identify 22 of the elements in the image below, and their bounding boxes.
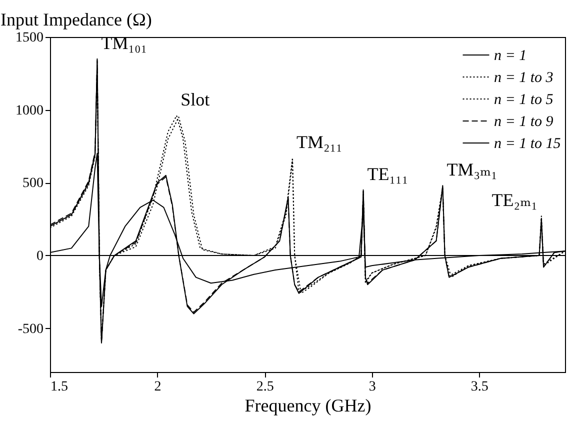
x-tick-label: 2.5 <box>256 380 274 394</box>
annotation: TM₂₁₁ <box>296 132 342 152</box>
annotation: TE₂ₘ₁ <box>492 190 538 210</box>
legend-label: n = 1 to 15 <box>494 136 562 152</box>
x-tick-label: 1.5 <box>50 380 68 394</box>
annotation: Slot <box>180 90 210 110</box>
x-tick-label: 3.5 <box>470 380 488 394</box>
y-tick-label: 500 <box>22 176 44 192</box>
legend-label: n = 1 to 9 <box>494 114 554 130</box>
y-tick-label: 1000 <box>16 103 44 118</box>
y-tick-label: 1500 <box>16 30 44 46</box>
x-axis-title: Frequency (GHz) <box>244 396 372 416</box>
legend-label: n = 1 to 3 <box>494 70 554 86</box>
annotation: TM₃ₘ₁ <box>446 160 498 180</box>
legend-label: n = 1 to 5 <box>494 92 554 108</box>
x-tick-label: 2 <box>154 380 162 394</box>
y-tick-label: 0 <box>36 248 44 264</box>
y-tick-label: -500 <box>18 322 44 337</box>
annotation: TE₁₁₁ <box>367 164 408 184</box>
y-axis-title: Input Impedance (Ω) <box>0 10 152 30</box>
legend-label: n = 1 <box>494 48 527 64</box>
x-tick-label: 3 <box>368 380 376 394</box>
